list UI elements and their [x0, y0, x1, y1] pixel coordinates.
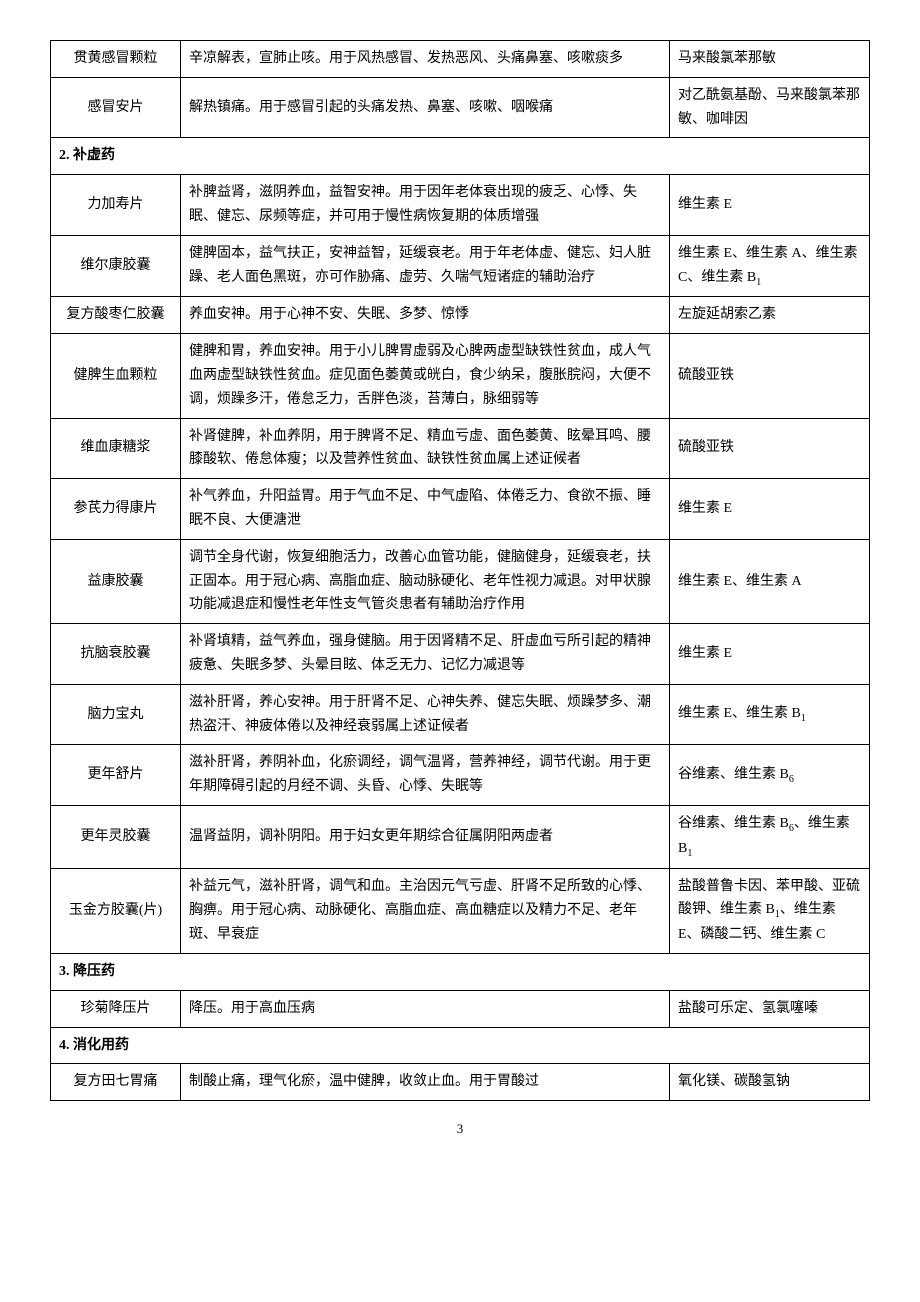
medicine-components: 氧化镁、碳酸氢钠	[670, 1064, 870, 1101]
medicine-components: 盐酸普鲁卡因、苯甲酸、亚硫酸钾、维生素 B1、维生素 E、磷酸二钙、维生素 C	[670, 868, 870, 953]
medicine-description: 辛凉解表，宣肺止咳。用于风热感冒、发热恶风、头痛鼻塞、咳嗽痰多	[181, 41, 670, 78]
medicine-name: 抗脑衰胶囊	[51, 624, 181, 685]
medicine-description: 降压。用于高血压病	[181, 990, 670, 1027]
section-header: 4. 消化用药	[51, 1027, 870, 1064]
medicine-components: 左旋延胡索乙素	[670, 297, 870, 334]
medicine-name: 力加寿片	[51, 175, 181, 236]
medicine-name: 维血康糖浆	[51, 418, 181, 479]
medicine-description: 健脾固本，益气扶正，安神益智，延缓衰老。用于年老体虚、健忘、妇人脏躁、老人面色黑…	[181, 235, 670, 297]
medicine-description: 补益元气，滋补肝肾，调气和血。主治因元气亏虚、肝肾不足所致的心悸、胸痹。用于冠心…	[181, 868, 670, 953]
medicine-components: 维生素 E、维生素 A	[670, 539, 870, 623]
medicine-name: 更年舒片	[51, 745, 181, 806]
section-header: 2. 补虚药	[51, 138, 870, 175]
medicine-name: 益康胶囊	[51, 539, 181, 623]
medicine-name: 更年灵胶囊	[51, 805, 181, 868]
section-header: 3. 降压药	[51, 953, 870, 990]
medicine-components: 硫酸亚铁	[670, 418, 870, 479]
medicine-components: 维生素 E	[670, 624, 870, 685]
medicine-description: 滋补肝肾，养心安神。用于肝肾不足、心神失养、健忘失眠、烦躁梦多、潮热盗汗、神疲体…	[181, 684, 670, 745]
medicine-components: 谷维素、维生素 B6、维生素 B1	[670, 805, 870, 868]
medicine-components: 维生素 E、维生素 A、维生素 C、维生素 B1	[670, 235, 870, 297]
medicine-description: 健脾和胃，养血安神。用于小儿脾胃虚弱及心脾两虚型缺铁性贫血，成人气血两虚型缺铁性…	[181, 334, 670, 418]
medicine-description: 补肾健脾，补血养阴，用于脾肾不足、精血亏虚、面色萎黄、眩晕耳鸣、腰膝酸软、倦怠体…	[181, 418, 670, 479]
medicine-name: 感冒安片	[51, 77, 181, 138]
medicine-name: 脑力宝丸	[51, 684, 181, 745]
medicine-description: 滋补肝肾，养阴补血，化瘀调经，调气温肾，营养神经，调节代谢。用于更年期障碍引起的…	[181, 745, 670, 806]
medicine-name: 维尔康胶囊	[51, 235, 181, 297]
medicine-description: 解热镇痛。用于感冒引起的头痛发热、鼻塞、咳嗽、咽喉痛	[181, 77, 670, 138]
medicine-components: 硫酸亚铁	[670, 334, 870, 418]
medicine-description: 制酸止痛，理气化瘀，温中健脾，收敛止血。用于胃酸过	[181, 1064, 670, 1101]
medicine-description: 温肾益阴，调补阴阳。用于妇女更年期综合征属阴阳两虚者	[181, 805, 670, 868]
medicine-name: 复方田七胃痛	[51, 1064, 181, 1101]
medicine-components: 维生素 E	[670, 479, 870, 540]
medicine-description: 调节全身代谢，恢复细胞活力，改善心血管功能，健脑健身，延缓衰老，扶正固本。用于冠…	[181, 539, 670, 623]
medicine-components: 维生素 E	[670, 175, 870, 236]
medicine-name: 玉金方胶囊(片)	[51, 868, 181, 953]
medicine-name: 健脾生血颗粒	[51, 334, 181, 418]
medicine-components: 马来酸氯苯那敏	[670, 41, 870, 78]
medicine-components: 维生素 E、维生素 B1	[670, 684, 870, 745]
page-number: 3	[50, 1121, 870, 1137]
medicine-description: 补肾填精，益气养血，强身健脑。用于因肾精不足、肝虚血亏所引起的精神疲惫、失眠多梦…	[181, 624, 670, 685]
medicine-name: 参芪力得康片	[51, 479, 181, 540]
medicine-table: 贯黄感冒颗粒辛凉解表，宣肺止咳。用于风热感冒、发热恶风、头痛鼻塞、咳嗽痰多马来酸…	[50, 40, 870, 1101]
medicine-components: 谷维素、维生素 B6	[670, 745, 870, 806]
medicine-name: 贯黄感冒颗粒	[51, 41, 181, 78]
medicine-description: 养血安神。用于心神不安、失眠、多梦、惊悸	[181, 297, 670, 334]
medicine-components: 盐酸可乐定、氢氯噻嗪	[670, 990, 870, 1027]
medicine-name: 复方酸枣仁胶囊	[51, 297, 181, 334]
medicine-components: 对乙酰氨基酚、马来酸氯苯那敏、咖啡因	[670, 77, 870, 138]
medicine-description: 补脾益肾，滋阴养血，益智安神。用于因年老体衰出现的疲乏、心悸、失眠、健忘、尿频等…	[181, 175, 670, 236]
medicine-description: 补气养血，升阳益胃。用于气血不足、中气虚陷、体倦乏力、食欲不振、睡眠不良、大便溏…	[181, 479, 670, 540]
medicine-name: 珍菊降压片	[51, 990, 181, 1027]
